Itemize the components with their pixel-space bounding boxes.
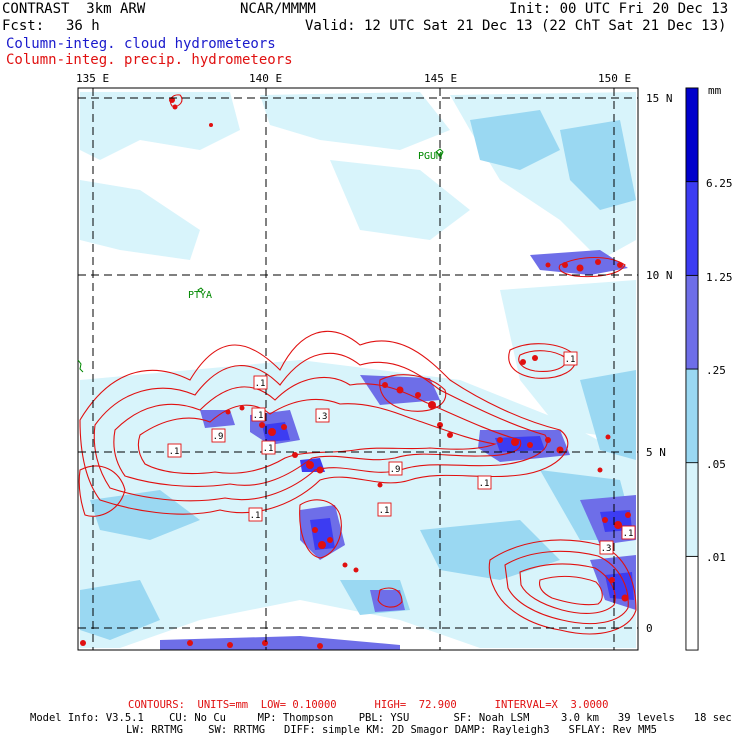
contour-label-box bbox=[315, 408, 330, 423]
contour-label: .1 bbox=[250, 511, 261, 521]
colorbar-block bbox=[685, 462, 699, 557]
colorbar-block bbox=[685, 87, 699, 183]
coastlines bbox=[77, 148, 444, 373]
contour-label: .1 bbox=[379, 506, 390, 516]
contour-label: .1 bbox=[479, 479, 490, 489]
contour-label-box bbox=[563, 351, 578, 366]
contour-label-box bbox=[261, 440, 276, 455]
contour-labels: .1 .1 .3 .1 .9 .1 .9 .1 .1 .1 .1 .3 .1 bbox=[167, 351, 636, 555]
lat-label-10n: 10 N bbox=[646, 269, 673, 282]
lat-label-0: 0 bbox=[646, 622, 653, 635]
contour-label: .9 bbox=[390, 465, 401, 475]
org-label: NCAR/MMMM bbox=[240, 1, 316, 17]
field-cloud-label: Column-integ. cloud hydrometeors bbox=[6, 36, 276, 52]
contour-label: .1 bbox=[255, 379, 266, 389]
map-frame bbox=[77, 87, 639, 651]
colorbar-tick-001: .01 bbox=[706, 551, 726, 564]
contour-label-box bbox=[251, 407, 266, 422]
contour-label: .9 bbox=[213, 432, 224, 442]
valid-time: Valid: 12 UTC Sat 21 Dec 13 (22 ChT Sat … bbox=[305, 18, 727, 34]
lon-label-150: 150 E bbox=[598, 72, 632, 85]
forecast-label: Fcst: bbox=[2, 18, 45, 34]
contour-label-box bbox=[211, 428, 226, 443]
colorbar-block bbox=[685, 368, 699, 464]
contour-label: .3 bbox=[601, 544, 612, 554]
place-label-pgum: PGUM bbox=[418, 151, 443, 162]
lat-label-5n: 5 N bbox=[646, 446, 666, 459]
colorbar bbox=[685, 87, 699, 651]
lat-label-15n: 15 N bbox=[646, 92, 673, 105]
contour-label-box bbox=[477, 475, 492, 490]
model-title: CONTRAST 3km ARW bbox=[2, 1, 146, 17]
forecast-hours: 36 h bbox=[66, 18, 100, 34]
contour-label: .3 bbox=[317, 412, 328, 422]
lon-label-135: 135 E bbox=[76, 72, 110, 85]
place-label-ptya: PTYA bbox=[188, 290, 213, 301]
contours-info: CONTOURS: UNITS=mm LOW= 0.10000 HIGH= 72… bbox=[128, 699, 609, 711]
lon-label-140: 140 E bbox=[249, 72, 283, 85]
contour-label-box bbox=[388, 461, 403, 476]
colorbar-tick-125: 1.25 bbox=[706, 271, 733, 284]
colorbar-unit: mm bbox=[708, 84, 722, 97]
contour-label: .1 bbox=[623, 529, 634, 539]
field-precip-label: Column-integ. precip. hydrometeors bbox=[6, 52, 293, 68]
contour-label-box bbox=[248, 507, 263, 522]
colorbar-block bbox=[685, 555, 699, 651]
model-info-physics: LW: RRTMG SW: RRTMG DIFF: simple KM: 2D … bbox=[126, 724, 658, 736]
contour-label-box bbox=[253, 375, 268, 390]
contour-label: .1 bbox=[169, 447, 180, 457]
init-time: Init: 00 UTC Fri 20 Dec 13 bbox=[509, 1, 729, 17]
lon-label-145: 145 E bbox=[424, 72, 458, 85]
contour-label: .1 bbox=[263, 444, 274, 454]
contour-label-box bbox=[621, 525, 636, 540]
contour-label-box bbox=[599, 540, 614, 555]
colorbar-tick-025: .25 bbox=[706, 364, 726, 377]
contour-label: .1 bbox=[253, 411, 264, 421]
colorbar-block bbox=[685, 274, 699, 370]
colorbar-block bbox=[685, 181, 699, 276]
model-info: Model Info: V3.5.1 CU: No Cu MP: Thompso… bbox=[30, 712, 732, 724]
shaded-field bbox=[78, 92, 637, 650]
contour-label: .1 bbox=[565, 355, 576, 365]
colorbar-tick-005: .05 bbox=[706, 458, 726, 471]
contour-label-box bbox=[377, 502, 392, 517]
contour-label-box bbox=[167, 443, 182, 458]
colorbar-tick-625: 6.25 bbox=[706, 177, 733, 190]
